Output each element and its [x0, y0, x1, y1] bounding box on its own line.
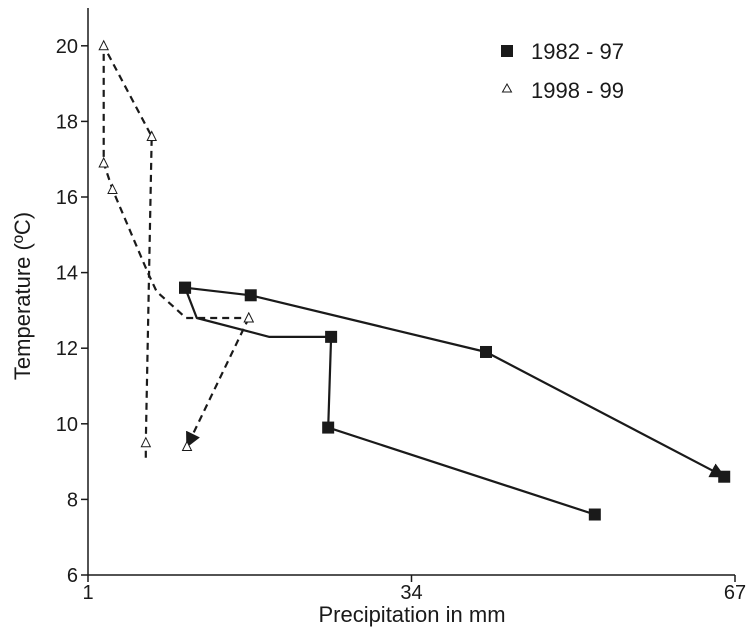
y-axis-title: Temperature (ºC) — [10, 212, 35, 380]
y-tick-label: 14 — [56, 263, 78, 285]
data-point-square — [322, 421, 335, 434]
y-tick-label: 10 — [56, 414, 78, 436]
legend-label-1998-99: 1998 - 99 — [531, 78, 624, 103]
data-point-triangle — [243, 311, 255, 323]
data-point-triangle — [107, 183, 118, 194]
legend: 1982 - 97 1998 - 99 — [501, 39, 624, 103]
x-tick-label: 67 — [724, 582, 746, 604]
data-point-square — [480, 345, 493, 358]
y-tick-label: 20 — [56, 36, 78, 58]
y-ticks: 6 8 10 12 14 16 18 20 — [56, 36, 88, 587]
series-lines — [102, 44, 726, 516]
data-point-triangle — [98, 39, 109, 51]
series-line-1982-97-0 — [184, 287, 596, 516]
y-tick-label: 6 — [67, 565, 78, 587]
series-line-1998-99-3 — [186, 317, 250, 448]
x-axis-title: Precipitation in mm — [318, 602, 505, 627]
data-point-square — [179, 281, 192, 294]
y-tick-label: 8 — [67, 489, 78, 511]
data-point-square — [244, 289, 257, 302]
series-line-1998-99-2 — [102, 44, 249, 458]
data-point-triangle — [140, 436, 152, 448]
data-point-triangle — [181, 440, 193, 451]
data-point-square — [718, 470, 731, 483]
data-point-square — [588, 508, 601, 521]
legend-label-1982-97: 1982 - 97 — [531, 39, 624, 64]
y-tick-label: 16 — [56, 187, 78, 209]
legend-marker-triangle — [501, 82, 513, 93]
data-point-square — [325, 330, 338, 343]
y-tick-label: 12 — [56, 338, 78, 360]
data-point-triangle — [146, 130, 158, 142]
x-tick-label: 34 — [400, 582, 422, 604]
series-markers — [98, 39, 731, 521]
y-tick-label: 18 — [56, 111, 78, 133]
legend-marker-square — [501, 45, 513, 57]
data-point-triangle — [98, 156, 109, 168]
x-tick-label: 1 — [82, 582, 93, 604]
series-line-1982-97-1 — [184, 286, 726, 478]
x-ticks: 1 34 67 — [82, 575, 746, 604]
